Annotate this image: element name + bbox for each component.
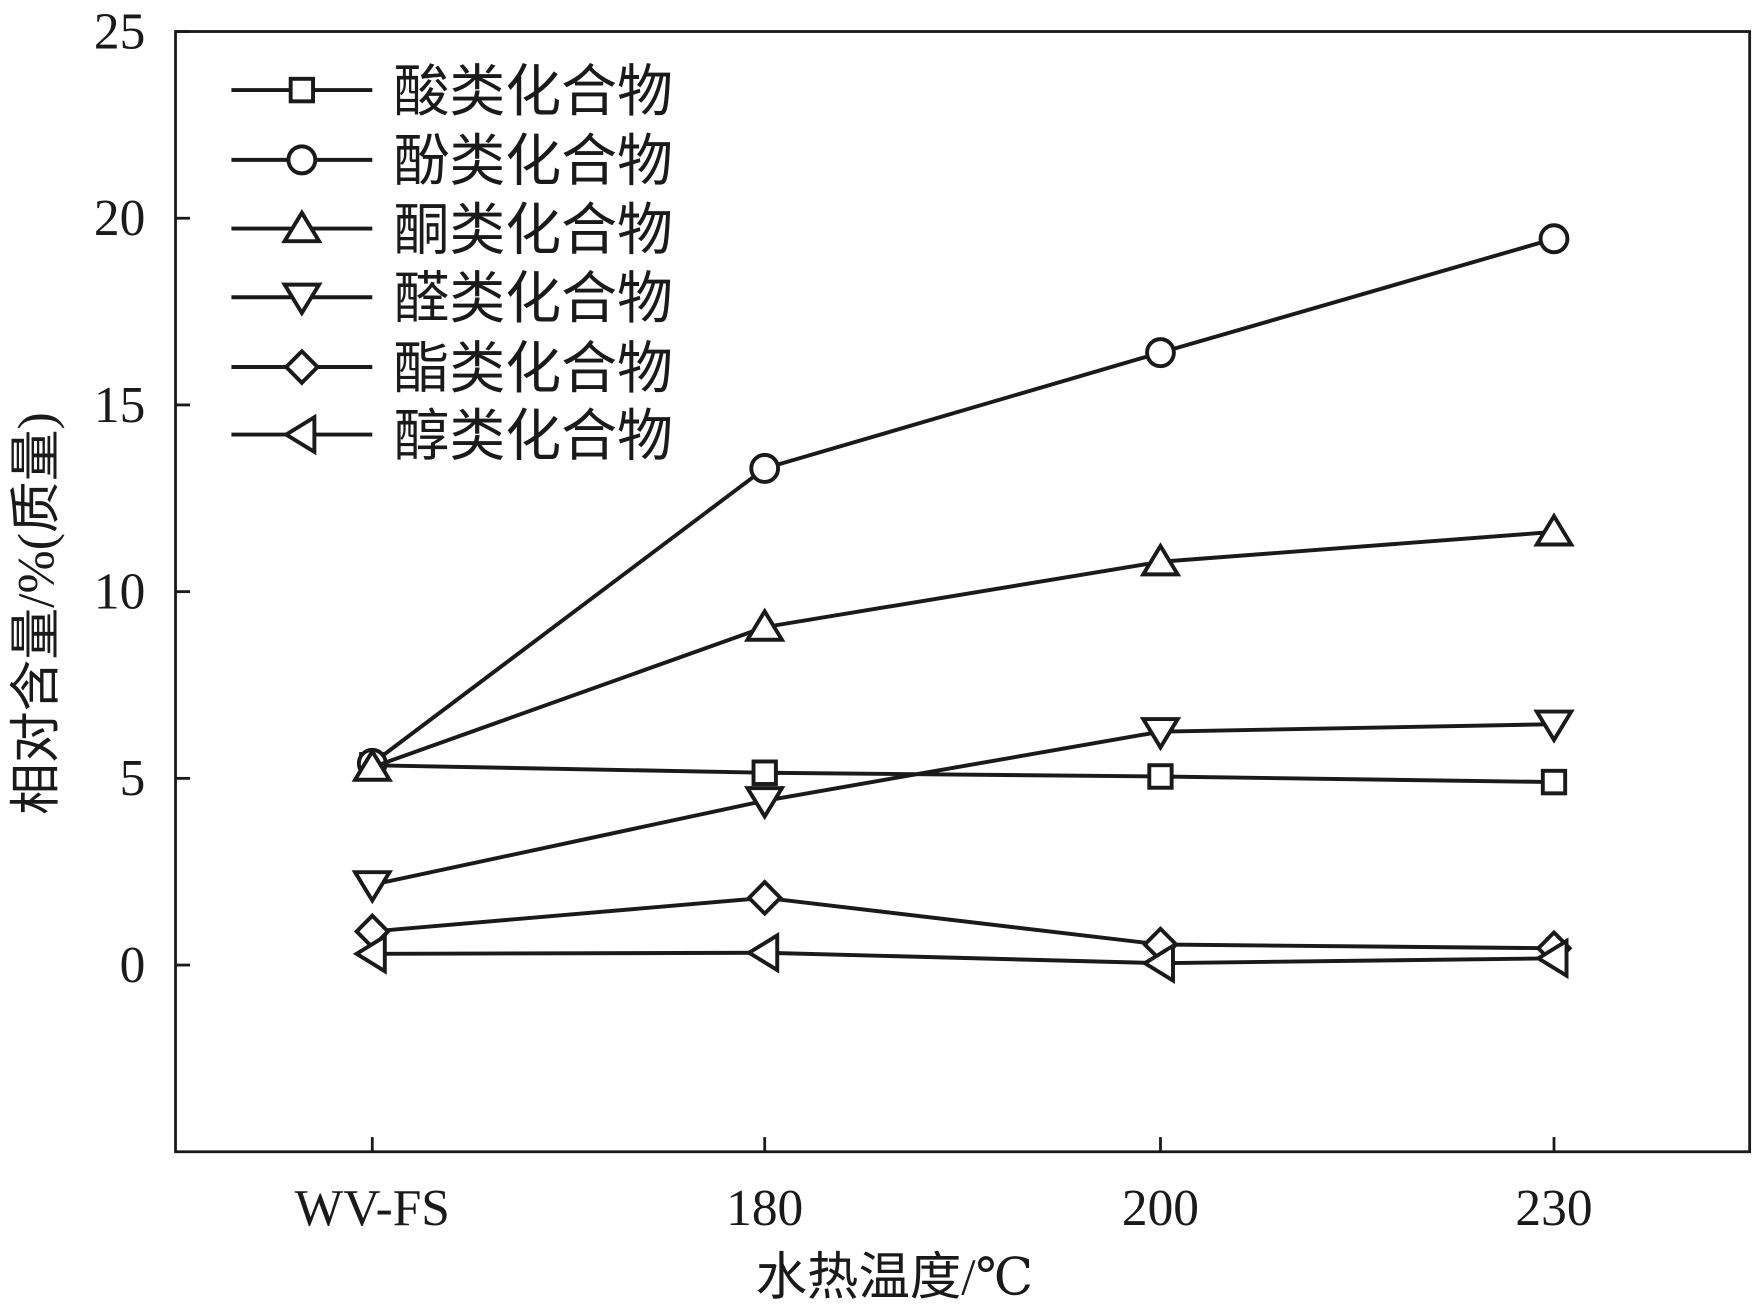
triangle-left-marker: [1141, 942, 1175, 985]
legend-item: 醛类化合物: [231, 268, 673, 331]
triangle-left-marker: [1534, 937, 1569, 980]
y-tick-label: 5: [120, 750, 146, 807]
triangle-down-marker: [351, 870, 393, 905]
legend-label: 酯类化合物: [394, 338, 673, 400]
y-tick-label: 10: [94, 563, 145, 620]
square-marker: [1147, 763, 1174, 790]
series-line: [371, 722, 1555, 887]
series-line: [371, 529, 1555, 770]
circle-marker: [1145, 337, 1176, 369]
triangle-left-marker: [352, 932, 387, 975]
y-tick-label: 25: [94, 3, 145, 60]
series-triangle-up: [351, 512, 1575, 782]
series-line: [372, 895, 1555, 951]
triangle-up-marker: [1139, 542, 1182, 577]
legend-label: 酮类化合物: [394, 200, 673, 262]
triangle-up-marker: [743, 607, 786, 642]
triangle-down-marker: [281, 282, 323, 317]
diamond-marker: [283, 348, 321, 386]
legend-item: 酯类化合物: [231, 338, 673, 400]
x-tick-label: 180: [726, 1180, 803, 1237]
triangle-up-marker: [281, 209, 323, 244]
triangle-left-marker: [282, 413, 317, 456]
legend-item: 酮类化合物: [231, 200, 673, 262]
legend-item: 酸类化合物: [231, 61, 673, 123]
series-line: [372, 950, 1555, 966]
triangle-up-marker: [351, 747, 393, 782]
y-axis-title: 相对含量/%(质量): [9, 412, 66, 815]
y-tick-label: 20: [94, 190, 145, 247]
legend-label: 酸类化合物: [394, 61, 673, 123]
legend-item: 酚类化合物: [231, 131, 673, 193]
circle-marker: [286, 144, 318, 176]
series-line: [371, 236, 1555, 765]
y-tick-label: 0: [120, 937, 146, 994]
x-tick-label: 230: [1515, 1180, 1592, 1237]
triangle-down-marker: [1533, 709, 1575, 744]
square-marker: [288, 76, 315, 104]
series-line: [372, 763, 1555, 785]
legend-label: 酚类化合物: [394, 131, 673, 193]
triangle-down-marker: [743, 786, 786, 821]
square-marker: [751, 759, 778, 786]
x-axis-title: 水热温度/℃: [756, 1250, 1033, 1306]
triangle-up-marker: [1533, 512, 1575, 547]
legend-item: 醇类化合物: [231, 406, 673, 468]
legend-label: 醛类化合物: [394, 268, 673, 330]
circle-marker: [749, 452, 781, 484]
triangle-down-marker: [1139, 717, 1182, 752]
series-triangle-down: [351, 709, 1575, 905]
diamond-marker: [746, 879, 784, 917]
series-triangle-left: [352, 931, 1569, 985]
square-marker: [1540, 768, 1568, 796]
legend-label: 醇类化合物: [394, 406, 673, 468]
series-square: [359, 752, 1568, 796]
triangle-left-marker: [745, 931, 780, 974]
circle-marker: [1538, 223, 1570, 255]
x-tick-label: 200: [1122, 1180, 1199, 1237]
y-tick-label: 15: [94, 377, 145, 434]
x-tick-label: WV-FS: [295, 1180, 450, 1237]
